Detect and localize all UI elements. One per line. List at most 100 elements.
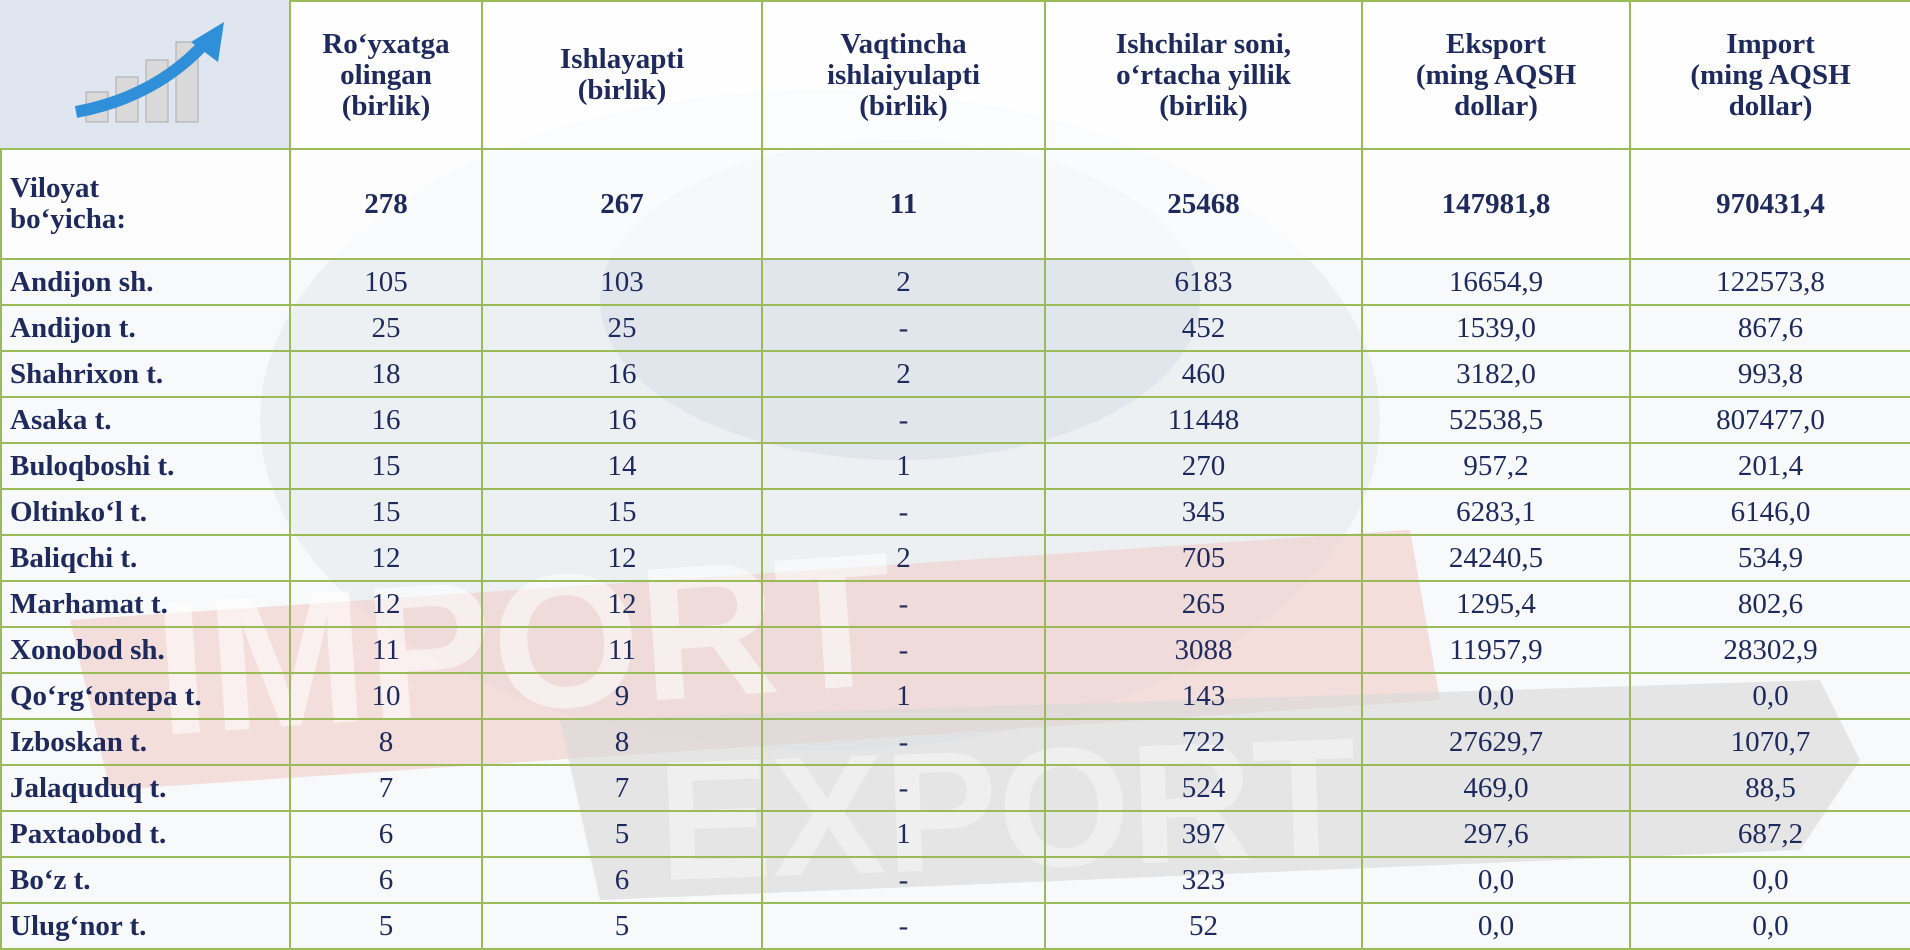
cell: 2 bbox=[762, 351, 1045, 397]
cell: 1295,4 bbox=[1362, 581, 1630, 627]
row-label: Oltinko‘l t. bbox=[1, 489, 290, 535]
row-label: Qo‘rg‘ontepa t. bbox=[1, 673, 290, 719]
cell: 6 bbox=[482, 857, 762, 903]
cell: 12 bbox=[290, 581, 482, 627]
row-label: Andijon t. bbox=[1, 305, 290, 351]
cell: 687,2 bbox=[1630, 811, 1910, 857]
text-line: ishlaiyulapti bbox=[771, 60, 1036, 91]
cell: 3088 bbox=[1045, 627, 1362, 673]
text-line: Ro‘yxatga bbox=[299, 29, 473, 60]
cell: 12 bbox=[482, 535, 762, 581]
cell: 103 bbox=[482, 259, 762, 305]
cell: 12 bbox=[482, 581, 762, 627]
cell: 397 bbox=[1045, 811, 1362, 857]
cell: 18 bbox=[290, 351, 482, 397]
cell: 15 bbox=[290, 489, 482, 535]
total-cell: 970431,4 bbox=[1630, 149, 1910, 259]
text-line: (ming AQSH bbox=[1639, 60, 1902, 91]
row-label: Shahrixon t. bbox=[1, 351, 290, 397]
cell: 722 bbox=[1045, 719, 1362, 765]
cell: 0,0 bbox=[1362, 673, 1630, 719]
row-label: Bo‘z t. bbox=[1, 857, 290, 903]
cell: 807477,0 bbox=[1630, 397, 1910, 443]
cell: 88,5 bbox=[1630, 765, 1910, 811]
row-label: Izboskan t. bbox=[1, 719, 290, 765]
row-label: Marhamat t. bbox=[1, 581, 290, 627]
cell: 8 bbox=[482, 719, 762, 765]
row-label: Asaka t. bbox=[1, 397, 290, 443]
cell: 8 bbox=[290, 719, 482, 765]
cell: 15 bbox=[290, 443, 482, 489]
cell: - bbox=[762, 397, 1045, 443]
text-line: dollar) bbox=[1639, 91, 1902, 122]
cell: 14 bbox=[482, 443, 762, 489]
cell: - bbox=[762, 719, 1045, 765]
cell: 1070,7 bbox=[1630, 719, 1910, 765]
cell: 0,0 bbox=[1630, 903, 1910, 949]
logo-cell bbox=[1, 1, 290, 149]
cell: 6283,1 bbox=[1362, 489, 1630, 535]
text-line: dollar) bbox=[1371, 91, 1621, 122]
row-label: Paxtaobod t. bbox=[1, 811, 290, 857]
cell: - bbox=[762, 857, 1045, 903]
cell: 16 bbox=[290, 397, 482, 443]
total-cell: 278 bbox=[290, 149, 482, 259]
cell: 2 bbox=[762, 259, 1045, 305]
text-line: (birlik) bbox=[491, 75, 753, 106]
row-label: Xonobod sh. bbox=[1, 627, 290, 673]
cell: 5 bbox=[482, 903, 762, 949]
text-line: Eksport bbox=[1371, 29, 1621, 60]
cell: 345 bbox=[1045, 489, 1362, 535]
text-line: Ishlayapti bbox=[491, 44, 753, 75]
cell: 143 bbox=[1045, 673, 1362, 719]
total-cell: 11 bbox=[762, 149, 1045, 259]
row-label: Viloyatbo‘yicha: bbox=[1, 149, 290, 259]
page: IMPORT EXPORT Ro‘yxatgaolingan(birlik)Is… bbox=[0, 0, 1910, 942]
cell: 7 bbox=[290, 765, 482, 811]
cell: 6 bbox=[290, 857, 482, 903]
total-row: Viloyatbo‘yicha:2782671125468147981,8970… bbox=[1, 149, 1910, 259]
cell: 6146,0 bbox=[1630, 489, 1910, 535]
cell: 15 bbox=[482, 489, 762, 535]
cell: 323 bbox=[1045, 857, 1362, 903]
cell: 1539,0 bbox=[1362, 305, 1630, 351]
cell: - bbox=[762, 489, 1045, 535]
cell: 0,0 bbox=[1362, 857, 1630, 903]
data-row: Baliqchi t.1212270524240,5534,9 bbox=[1, 535, 1910, 581]
column-header: Eksport(ming AQSHdollar) bbox=[1362, 1, 1630, 149]
cell: 11448 bbox=[1045, 397, 1362, 443]
cell: 957,2 bbox=[1362, 443, 1630, 489]
cell: 11 bbox=[482, 627, 762, 673]
cell: 1 bbox=[762, 673, 1045, 719]
cell: 7 bbox=[482, 765, 762, 811]
cell: 6 bbox=[290, 811, 482, 857]
cell: 2 bbox=[762, 535, 1045, 581]
growth-icon bbox=[46, 12, 246, 132]
cell: - bbox=[762, 903, 1045, 949]
cell: 11957,9 bbox=[1362, 627, 1630, 673]
text-line: (birlik) bbox=[299, 91, 473, 122]
cell: 28302,9 bbox=[1630, 627, 1910, 673]
cell: 993,8 bbox=[1630, 351, 1910, 397]
cell: 16 bbox=[482, 397, 762, 443]
cell: 52538,5 bbox=[1362, 397, 1630, 443]
total-cell: 25468 bbox=[1045, 149, 1362, 259]
cell: 270 bbox=[1045, 443, 1362, 489]
row-label: Andijon sh. bbox=[1, 259, 290, 305]
row-label: Ulug‘nor t. bbox=[1, 903, 290, 949]
text-line: Vaqtincha bbox=[771, 29, 1036, 60]
text-line: (birlik) bbox=[771, 91, 1036, 122]
text-line: Ishchilar soni, bbox=[1054, 29, 1353, 60]
cell: 11 bbox=[290, 627, 482, 673]
cell: - bbox=[762, 305, 1045, 351]
